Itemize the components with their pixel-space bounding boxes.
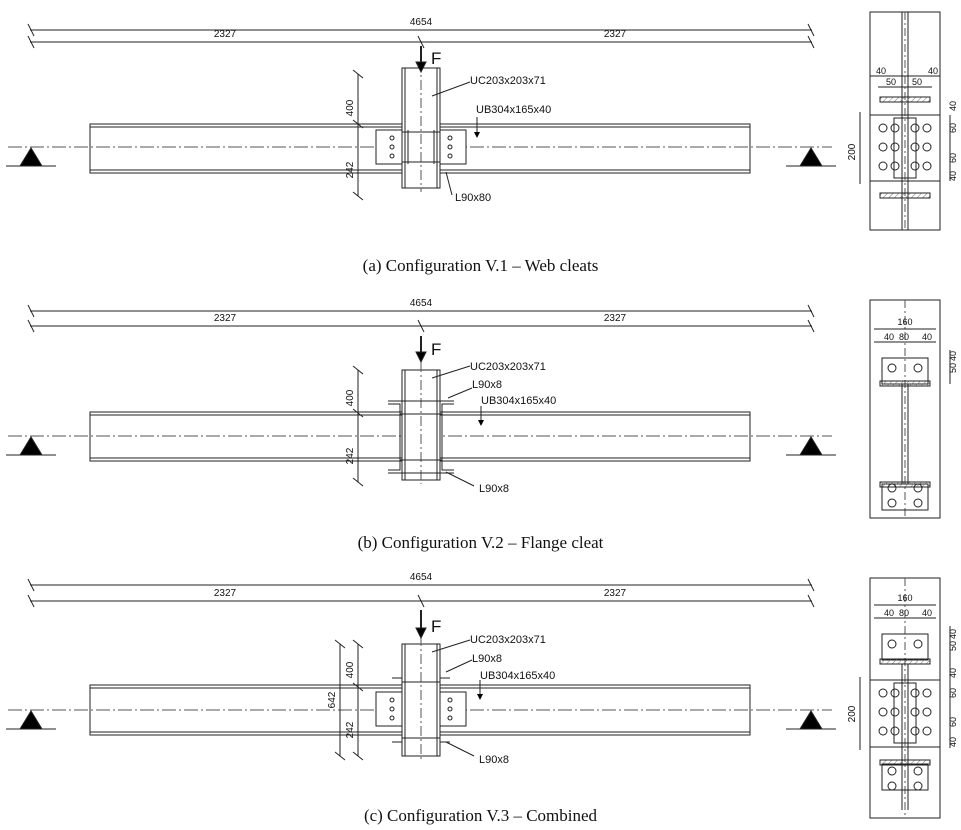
top-right-flange-cleat — [441, 403, 454, 414]
svg-text:4654: 4654 — [410, 572, 433, 583]
svg-text:40: 40 — [922, 608, 932, 618]
svg-text:40: 40 — [948, 171, 958, 181]
half-span-left-label: 2327 — [214, 29, 237, 40]
svg-text:40: 40 — [948, 101, 958, 111]
top-cleat-label: L90x8 — [472, 379, 502, 391]
dim-top-label: 400 — [345, 99, 356, 116]
right-support-icon — [799, 710, 823, 730]
bottom-right-flange-cleat — [441, 460, 454, 471]
svg-text:40: 40 — [884, 332, 894, 342]
caption-c: (c) Configuration V.3 – Combined — [363, 806, 598, 825]
cleat-label: L90x80 — [455, 192, 491, 204]
dim-bottom-label: 242 — [345, 161, 356, 178]
caption-b: (b) Configuration V.2 – Flange cleat — [357, 533, 604, 552]
beam-section-label: UB304x165x40 — [476, 104, 551, 116]
svg-text:L90x8: L90x8 — [472, 653, 502, 665]
bolt-group-b — [887, 363, 923, 508]
panel-a-side-view: 40 50 50 40 200 40 60 60 40 — [847, 11, 958, 231]
svg-text:UB304x165x40: UB304x165x40 — [481, 395, 556, 407]
right-support-icon — [799, 436, 823, 456]
svg-text:40: 40 — [876, 66, 886, 76]
svg-text:40: 40 — [948, 351, 958, 361]
panel-b-side-view: 160 40 80 40 50 40 — [869, 299, 958, 519]
svg-text:242: 242 — [345, 447, 356, 464]
panel-zone — [399, 413, 443, 461]
svg-text:4654: 4654 — [410, 298, 433, 309]
svg-text:2327: 2327 — [604, 588, 627, 599]
bolt-group-a — [878, 123, 932, 171]
panel-a: 4654 2327 2327 F UC203x203x71 — [6, 17, 836, 204]
span-total-label: 4654 — [410, 17, 433, 28]
panel-b: 4654 2327 2327 F UC203x203x71 L90x8 UB30… — [6, 298, 836, 495]
svg-text:80: 80 — [899, 332, 909, 342]
svg-text:40: 40 — [948, 737, 958, 747]
left-support-icon — [19, 436, 43, 456]
column-section-label: UC203x203x71 — [470, 75, 546, 87]
half-span-right-label: 2327 — [604, 29, 627, 40]
svg-text:F: F — [431, 617, 441, 636]
svg-text:2327: 2327 — [604, 313, 627, 324]
svg-text:60: 60 — [948, 153, 958, 163]
svg-text:400: 400 — [345, 389, 356, 406]
svg-text:UC203x203x71: UC203x203x71 — [470, 361, 546, 373]
bolt-group-c — [878, 639, 932, 791]
svg-text:2327: 2327 — [214, 313, 237, 324]
svg-text:50: 50 — [912, 77, 922, 87]
svg-text:F: F — [431, 340, 441, 359]
left-support-icon — [19, 710, 43, 730]
left-web-cleat — [375, 129, 403, 165]
bottom-cleat-label: L90x8 — [479, 483, 509, 495]
svg-text:40: 40 — [948, 629, 958, 639]
svg-text:2327: 2327 — [214, 588, 237, 599]
left-web-cleat — [375, 691, 403, 727]
svg-text:UC203x203x71: UC203x203x71 — [470, 634, 546, 646]
svg-text:400: 400 — [345, 661, 356, 678]
svg-text:160: 160 — [897, 593, 912, 603]
svg-text:40: 40 — [928, 66, 938, 76]
dim-total-label: 642 — [327, 691, 338, 708]
svg-text:200: 200 — [847, 705, 858, 722]
panel-c-side-view: 160 40 80 40 50 40 40 60 60 40 200 — [847, 577, 958, 819]
left-support-icon — [19, 147, 43, 167]
right-web-cleat — [439, 129, 467, 165]
right-support-icon — [799, 147, 823, 167]
svg-text:242: 242 — [345, 721, 356, 738]
svg-text:50: 50 — [948, 363, 958, 373]
svg-text:50: 50 — [886, 77, 896, 87]
svg-text:60: 60 — [948, 123, 958, 133]
right-web-cleat — [439, 691, 467, 727]
column — [401, 67, 441, 189]
svg-text:200: 200 — [847, 143, 858, 160]
svg-text:UB304x165x40: UB304x165x40 — [480, 670, 555, 682]
svg-text:60: 60 — [948, 688, 958, 698]
load-label: F — [431, 49, 441, 68]
svg-text:160: 160 — [897, 317, 912, 327]
svg-text:60: 60 — [948, 717, 958, 727]
svg-text:40: 40 — [948, 668, 958, 678]
top-left-flange-cleat — [388, 403, 401, 414]
svg-text:40: 40 — [884, 608, 894, 618]
panel-c: 4654 2327 2327 F UC203x203x71 L90x8 UB30… — [6, 572, 836, 766]
caption-a: (a) Configuration V.1 – Web cleats — [362, 256, 599, 275]
svg-text:L90x8: L90x8 — [479, 754, 509, 766]
svg-text:40: 40 — [922, 332, 932, 342]
svg-text:80: 80 — [899, 608, 909, 618]
svg-text:50: 50 — [948, 641, 958, 651]
bottom-left-flange-cleat — [388, 460, 401, 471]
